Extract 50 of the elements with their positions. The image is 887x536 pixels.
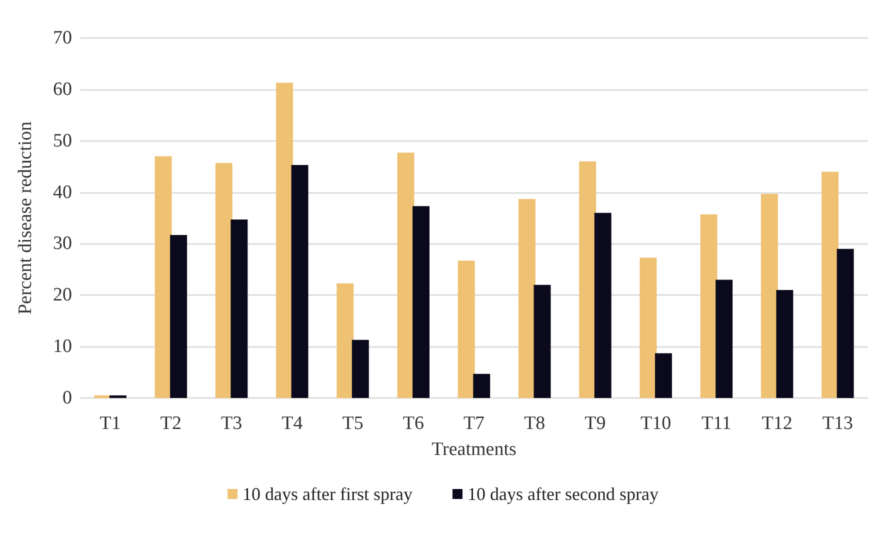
bar — [822, 172, 839, 398]
x-tick-label: T1 — [100, 413, 121, 434]
x-tick-label: T4 — [282, 413, 304, 434]
bar — [640, 258, 657, 398]
bar — [276, 82, 294, 398]
bar — [352, 340, 369, 398]
bar — [458, 260, 475, 398]
y-tick-label: 60 — [53, 78, 72, 100]
bar — [215, 162, 232, 398]
bar — [654, 353, 672, 398]
bar — [518, 198, 536, 398]
bar — [836, 248, 854, 398]
y-tick-label: 50 — [53, 130, 72, 152]
x-tick-label: T9 — [584, 413, 606, 434]
x-axis-title: Treatments — [432, 439, 516, 460]
y-tick-label: 40 — [53, 182, 72, 203]
legend-label: 10 days after second spray — [468, 484, 658, 504]
x-tick-label: T10 — [640, 413, 672, 434]
y-tick-label: 10 — [53, 336, 72, 358]
x-tick-label: T2 — [160, 413, 182, 434]
x-tick-label: T8 — [524, 413, 546, 434]
bar — [716, 280, 733, 398]
y-tick-label: 0 — [62, 388, 72, 408]
bar — [397, 152, 414, 398]
bar — [534, 284, 551, 398]
bar — [412, 206, 430, 398]
bar — [154, 156, 172, 398]
x-tick-label: T7 — [463, 413, 485, 434]
x-tick-label: T6 — [402, 413, 424, 434]
bar — [336, 283, 354, 398]
x-tick-label: T11 — [702, 413, 732, 434]
bar — [776, 290, 794, 398]
bar — [579, 161, 596, 398]
x-tick-label: T5 — [342, 413, 364, 434]
y-tick-label: 20 — [53, 284, 72, 306]
bar — [700, 214, 718, 398]
y-tick-label: 70 — [53, 28, 72, 48]
bar — [473, 374, 490, 398]
y-axis-title: Percent disease reduction — [15, 120, 36, 315]
x-tick-label: T3 — [220, 413, 242, 434]
bar — [594, 212, 612, 398]
x-tick-label: T13 — [822, 413, 853, 434]
x-tick-label: T12 — [762, 413, 792, 434]
bar — [291, 165, 308, 398]
bar — [170, 234, 188, 398]
bar — [230, 220, 248, 398]
bar — [109, 395, 126, 398]
bar — [760, 194, 778, 398]
legend-label: 10 days after first spray — [242, 484, 413, 504]
y-tick-label: 30 — [53, 233, 72, 254]
